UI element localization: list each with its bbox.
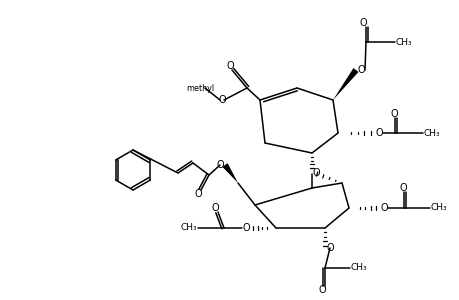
Text: O: O [375,128,382,138]
Text: O: O [226,61,233,71]
Text: O: O [241,223,249,233]
Text: O: O [379,203,387,213]
Text: CH₃: CH₃ [423,128,439,137]
Text: O: O [211,203,218,213]
Text: O: O [356,65,364,75]
Text: O: O [218,95,225,105]
Text: O: O [325,243,333,253]
Text: O: O [398,183,406,193]
Text: CH₃: CH₃ [350,263,367,272]
Text: O: O [389,109,397,119]
Text: CH₃: CH₃ [180,224,197,232]
Text: O: O [312,168,319,178]
Text: CH₃: CH₃ [395,38,411,46]
Text: CH₃: CH₃ [430,203,446,212]
Text: O: O [194,189,202,199]
Text: methyl: methyl [185,83,213,92]
Polygon shape [222,163,237,183]
Text: O: O [358,18,366,28]
Polygon shape [332,68,358,100]
Text: O: O [216,160,224,170]
Text: O: O [318,285,325,295]
